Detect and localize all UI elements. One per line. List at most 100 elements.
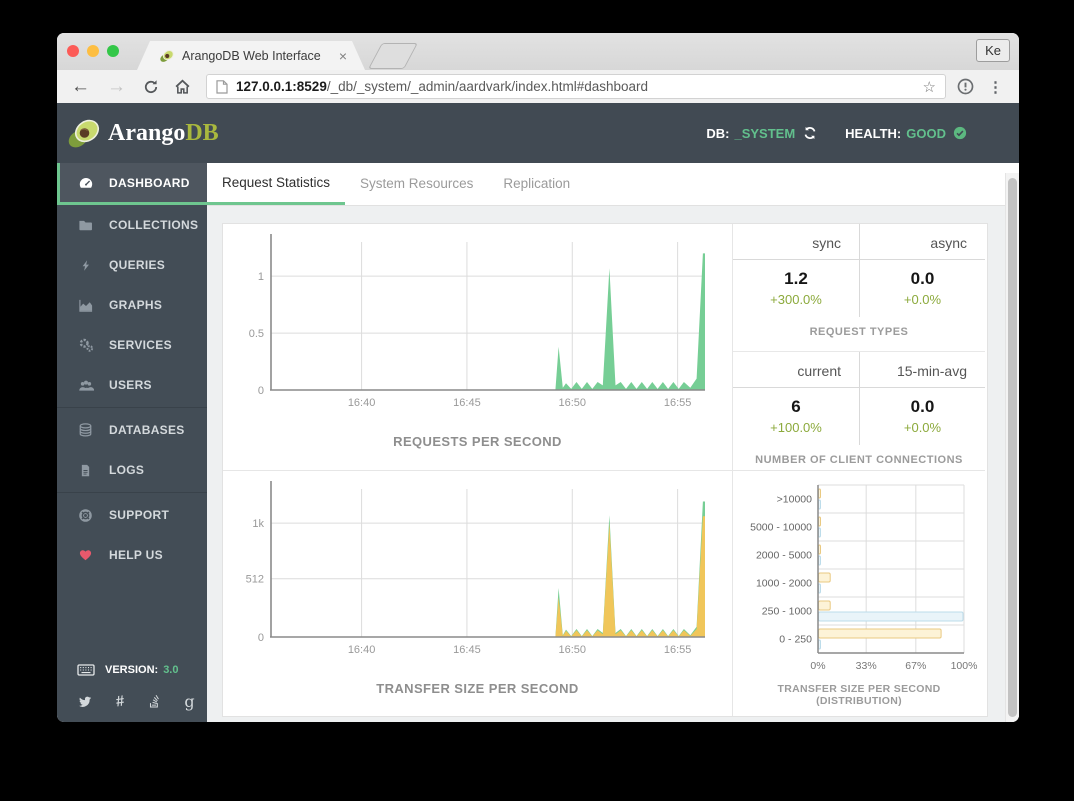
stat-value: 6 — [733, 397, 859, 417]
stat-caption: NUMBER OF CLIENT CONNECTIONS — [733, 445, 985, 470]
svg-text:16:55: 16:55 — [664, 644, 692, 656]
transfer-distribution-plot: 0%33%67%100%>100005000 - 100002000 - 500… — [734, 479, 984, 671]
url-path: /_db/_system/_admin/aardvark/index.html#… — [327, 79, 648, 94]
stat-value: 0.0 — [860, 397, 985, 417]
svg-text:16:40: 16:40 — [348, 397, 376, 409]
chart-caption: TRANSFER SIZE PER SECOND (DISTRIBUTION) — [733, 683, 985, 707]
minimize-window-button[interactable] — [87, 45, 99, 57]
sidebar: DASHBOARD COLLECTIONS QUERIES — [57, 163, 207, 722]
sidebar-item-label: SUPPORT — [109, 508, 169, 522]
refresh-icon[interactable] — [803, 126, 817, 140]
svg-text:512: 512 — [246, 574, 264, 586]
twitter-icon[interactable] — [77, 695, 93, 709]
version-value: 3.0 — [163, 664, 178, 676]
stat-col-header: sync — [733, 224, 859, 260]
bolt-icon — [77, 258, 94, 273]
svg-text:0.5: 0.5 — [249, 328, 264, 340]
svg-text:0: 0 — [258, 632, 264, 644]
stat-cell-current: 6 +100.0% — [733, 388, 859, 445]
version-label: VERSION: — [105, 664, 158, 676]
dashboard: 16:4016:4516:5016:5500.51 REQUESTS PER S… — [207, 206, 1019, 722]
db-selector[interactable]: DB: _SYSTEM — [706, 126, 817, 141]
page-icon — [216, 80, 228, 94]
google-icon[interactable]: g — [184, 695, 194, 709]
health-check-icon — [953, 126, 967, 140]
version-row: VERSION: 3.0 — [57, 664, 207, 676]
sidebar-item-label: HELP US — [109, 548, 163, 562]
browser-menu-icon[interactable]: ⋮ — [988, 78, 1003, 96]
life-ring-icon — [77, 508, 94, 523]
svg-text:67%: 67% — [905, 660, 926, 671]
svg-text:1000 - 2000: 1000 - 2000 — [756, 578, 812, 590]
url-host: 127.0.0.1:8529 — [236, 79, 327, 94]
arangodb-logo-icon — [66, 117, 102, 149]
users-icon — [77, 378, 94, 393]
url-bar[interactable]: 127.0.0.1:8529/_db/_system/_admin/aardva… — [206, 74, 946, 99]
sidebar-item-services[interactable]: SERVICES — [57, 325, 207, 365]
new-tab-button[interactable] — [368, 43, 418, 69]
home-icon[interactable] — [174, 78, 191, 95]
sidebar-item-dashboard[interactable]: DASHBOARD — [57, 163, 207, 205]
scrollbar-thumb[interactable] — [1008, 178, 1017, 717]
keyboard-icon[interactable] — [77, 664, 95, 676]
svg-text:16:40: 16:40 — [348, 644, 376, 656]
requests-per-second-chart: 16:4016:4516:5016:5500.51 REQUESTS PER S… — [223, 224, 732, 470]
sidebar-item-label: DASHBOARD — [109, 176, 190, 190]
extension-icon[interactable] — [957, 78, 974, 95]
stat-cell-async: 0.0 +0.0% — [859, 260, 985, 317]
browser-window: ArangoDB Web Interface × Ke ← → — [57, 33, 1019, 722]
main-content: Request Statistics System Resources Repl… — [207, 163, 1019, 722]
transfer-size-plot: 16:4016:4516:5016:5505121k — [225, 473, 730, 669]
stat-cell-15-min-avg: 0.0 +0.0% — [859, 388, 985, 445]
reload-icon[interactable] — [143, 79, 159, 95]
close-tab-icon[interactable]: × — [339, 49, 347, 63]
area-chart-icon — [77, 298, 94, 313]
sidebar-item-graphs[interactable]: GRAPHS — [57, 285, 207, 325]
dashboard-panel: 16:4016:4516:5016:5500.51 REQUESTS PER S… — [222, 223, 988, 717]
sidebar-item-support[interactable]: SUPPORT — [57, 492, 207, 535]
sidebar-item-help-us[interactable]: HELP US — [57, 535, 207, 575]
app-header: ArangoDB DB: _SYSTEM HEALTH: — [57, 103, 1019, 163]
slack-icon[interactable]: # — [115, 693, 126, 711]
sidebar-item-label: COLLECTIONS — [109, 218, 198, 232]
heart-icon — [77, 548, 94, 562]
sidebar-item-collections[interactable]: COLLECTIONS — [57, 205, 207, 245]
sidebar-footer: VERSION: 3.0 # — [57, 664, 207, 710]
forward-icon[interactable]: → — [107, 77, 126, 96]
stackoverflow-icon[interactable] — [147, 694, 161, 709]
database-icon — [77, 422, 94, 438]
stat-col-header: current — [733, 352, 859, 388]
sidebar-item-queries[interactable]: QUERIES — [57, 245, 207, 285]
close-window-button[interactable] — [67, 45, 79, 57]
sidebar-item-label: QUERIES — [109, 258, 165, 272]
stat-col-header: 15-min-avg — [859, 352, 985, 388]
app-wordmark: ArangoDB — [108, 120, 219, 147]
client-connections-block: current 15-min-avg 6 +100.0% 0.0 +0.0% — [733, 351, 985, 470]
svg-text:0 - 250: 0 - 250 — [779, 634, 812, 646]
stat-delta: +0.0% — [860, 420, 985, 435]
sidebar-item-label: GRAPHS — [109, 298, 162, 312]
tachometer-icon — [77, 175, 94, 191]
sidebar-item-databases[interactable]: DATABASES — [57, 407, 207, 450]
back-icon[interactable]: ← — [71, 77, 90, 96]
browser-profile-button[interactable]: Ke — [976, 39, 1010, 62]
db-label: DB: — [706, 126, 729, 141]
bookmark-star-icon[interactable]: ☆ — [923, 78, 936, 96]
svg-text:5000 - 10000: 5000 - 10000 — [750, 522, 812, 534]
svg-text:250 - 1000: 250 - 1000 — [762, 606, 812, 618]
page-scrollbar[interactable] — [1005, 173, 1019, 722]
tab-replication[interactable]: Replication — [488, 163, 585, 205]
svg-text:33%: 33% — [856, 660, 877, 671]
folder-icon — [77, 218, 94, 233]
health-label: HEALTH: — [845, 126, 901, 141]
zoom-window-button[interactable] — [107, 45, 119, 57]
favicon-avocado-icon — [159, 49, 175, 63]
tab-system-resources[interactable]: System Resources — [345, 163, 488, 205]
svg-text:16:45: 16:45 — [453, 397, 481, 409]
stat-value: 1.2 — [733, 269, 859, 289]
browser-tab[interactable]: ArangoDB Web Interface × — [137, 41, 365, 70]
tab-request-statistics[interactable]: Request Statistics — [207, 163, 345, 205]
svg-text:16:50: 16:50 — [559, 644, 587, 656]
sidebar-item-logs[interactable]: LOGS — [57, 450, 207, 490]
sidebar-item-users[interactable]: USERS — [57, 365, 207, 405]
